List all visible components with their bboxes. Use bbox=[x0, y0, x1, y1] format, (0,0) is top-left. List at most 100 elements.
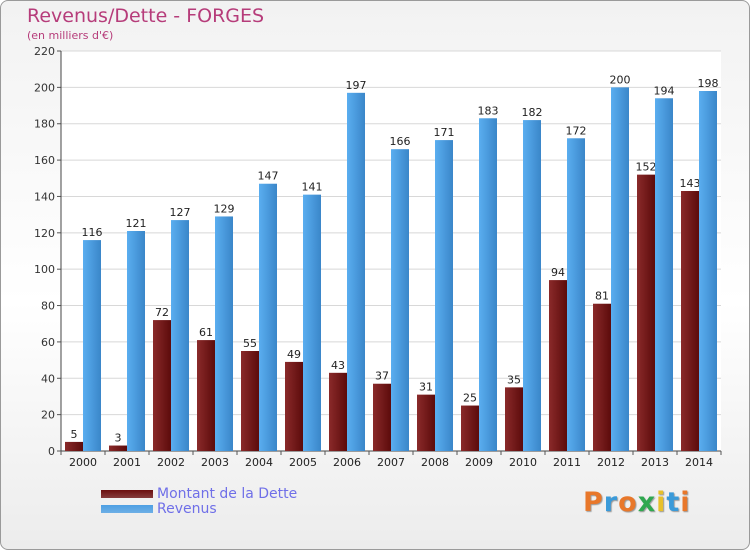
x-tick-label: 2013 bbox=[641, 456, 669, 469]
data-label-revenus: 194 bbox=[654, 84, 675, 97]
bar-dette bbox=[461, 405, 479, 451]
bar-revenus bbox=[655, 98, 673, 451]
bar-revenus bbox=[215, 216, 233, 451]
bar-revenus bbox=[611, 87, 629, 451]
x-tick-label: 2006 bbox=[333, 456, 361, 469]
y-tick-label: 20 bbox=[41, 409, 55, 422]
bar-revenus bbox=[127, 231, 145, 451]
data-label-dette: 25 bbox=[463, 392, 477, 405]
bar-dette bbox=[417, 394, 435, 451]
data-label-revenus: 172 bbox=[566, 124, 587, 137]
data-label-dette: 61 bbox=[199, 326, 213, 339]
x-tick-label: 2008 bbox=[421, 456, 449, 469]
y-tick-label: 140 bbox=[34, 190, 55, 203]
y-tick-label: 60 bbox=[41, 336, 55, 349]
legend-label-revenus: Revenus bbox=[157, 501, 217, 517]
data-label-revenus: 147 bbox=[258, 170, 279, 183]
bar-dette bbox=[373, 383, 391, 451]
bar-dette bbox=[285, 361, 303, 451]
x-tick-label: 2007 bbox=[377, 456, 405, 469]
data-label-revenus: 198 bbox=[698, 77, 719, 90]
data-label-dette: 81 bbox=[595, 290, 609, 303]
bar-dette bbox=[637, 174, 655, 452]
data-label-dette: 49 bbox=[287, 348, 301, 361]
x-tick-label: 2011 bbox=[553, 456, 581, 469]
legend-swatch-revenus bbox=[101, 505, 153, 513]
bar-dette bbox=[681, 191, 699, 451]
bar-dette bbox=[197, 340, 215, 451]
data-label-revenus: 197 bbox=[346, 79, 367, 92]
data-label-dette: 5 bbox=[71, 428, 78, 441]
bar-dette bbox=[593, 303, 611, 451]
data-label-dette: 43 bbox=[331, 359, 345, 372]
logo-letter: P bbox=[583, 487, 604, 518]
bar-dette bbox=[109, 445, 127, 451]
x-tick-label: 2001 bbox=[113, 456, 141, 469]
y-tick-label: 180 bbox=[34, 118, 55, 131]
data-label-revenus: 171 bbox=[434, 126, 455, 139]
bar-revenus bbox=[303, 194, 321, 452]
x-tick-label: 2004 bbox=[245, 456, 273, 469]
data-label-dette: 152 bbox=[636, 161, 657, 174]
bar-revenus bbox=[391, 149, 409, 451]
y-tick-label: 40 bbox=[41, 372, 55, 385]
data-label-dette: 37 bbox=[375, 370, 389, 383]
bar-dette bbox=[241, 351, 259, 451]
logo-letter: i bbox=[680, 487, 691, 518]
legend-label-dette: Montant de la Dette bbox=[157, 486, 298, 502]
data-label-dette: 72 bbox=[155, 306, 169, 319]
logo-letter: x bbox=[637, 487, 657, 518]
data-label-revenus: 183 bbox=[478, 104, 499, 117]
bar-revenus bbox=[83, 240, 101, 451]
data-label-dette: 3 bbox=[115, 432, 122, 445]
bar-revenus bbox=[259, 183, 277, 451]
bar-revenus bbox=[523, 120, 541, 451]
bar-revenus bbox=[347, 92, 365, 452]
logo-letter: t bbox=[666, 487, 681, 518]
data-label-revenus: 129 bbox=[214, 202, 235, 215]
x-tick-label: 2000 bbox=[69, 456, 97, 469]
x-tick-label: 2005 bbox=[289, 456, 317, 469]
bar-dette bbox=[153, 320, 171, 451]
data-label-revenus: 121 bbox=[126, 217, 147, 230]
bar-revenus bbox=[567, 138, 585, 452]
x-tick-label: 2012 bbox=[597, 456, 625, 469]
bar-revenus bbox=[435, 140, 453, 451]
y-tick-label: 160 bbox=[34, 154, 55, 167]
y-tick-label: 220 bbox=[34, 45, 55, 58]
logo-letter: o bbox=[618, 487, 638, 518]
data-label-revenus: 182 bbox=[522, 106, 543, 119]
legend-swatch-dette bbox=[101, 490, 153, 498]
data-label-dette: 35 bbox=[507, 373, 521, 386]
y-tick-label: 80 bbox=[41, 300, 55, 313]
x-tick-label: 2009 bbox=[465, 456, 493, 469]
chart-subtitle: (en milliers d'€) bbox=[27, 29, 114, 42]
data-label-revenus: 166 bbox=[390, 135, 411, 148]
proxiti-logo[interactable]: Proxiti bbox=[583, 487, 691, 518]
x-tick-label: 2003 bbox=[201, 456, 229, 469]
data-label-revenus: 116 bbox=[82, 226, 103, 239]
bar-revenus bbox=[171, 220, 189, 451]
logo-letter: i bbox=[656, 487, 667, 518]
bar-revenus bbox=[479, 118, 497, 451]
y-tick-label: 100 bbox=[34, 263, 55, 276]
logo-letter: r bbox=[603, 487, 619, 518]
chart-title: Revenus/Dette - FORGES bbox=[27, 5, 265, 27]
data-label-revenus: 127 bbox=[170, 206, 191, 219]
y-tick-label: 120 bbox=[34, 227, 55, 240]
data-label-dette: 94 bbox=[551, 266, 565, 279]
bar-dette bbox=[549, 280, 567, 451]
data-label-revenus: 200 bbox=[610, 73, 631, 86]
x-tick-label: 2002 bbox=[157, 456, 185, 469]
data-label-dette: 31 bbox=[419, 381, 433, 394]
bar-dette bbox=[329, 372, 347, 451]
bar-dette bbox=[65, 441, 83, 451]
bar-revenus bbox=[699, 91, 717, 451]
y-tick-label: 200 bbox=[34, 81, 55, 94]
data-label-revenus: 141 bbox=[302, 181, 323, 194]
x-tick-label: 2010 bbox=[509, 456, 537, 469]
x-tick-label: 2014 bbox=[685, 456, 713, 469]
y-tick-label: 0 bbox=[48, 445, 55, 458]
bar-dette bbox=[505, 387, 523, 451]
